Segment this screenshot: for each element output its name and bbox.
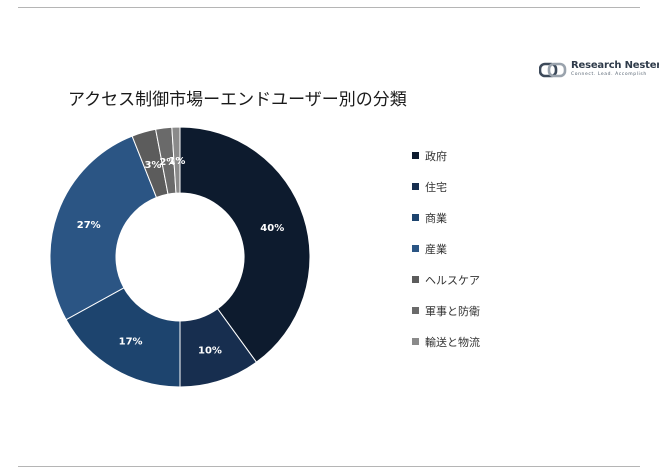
slice-label-5: 3% <box>144 160 161 171</box>
legend-swatch <box>412 245 419 252</box>
legend-label: 産業 <box>425 242 447 256</box>
legend-item-3: 商業 <box>412 202 480 233</box>
slice-label-6: 2% <box>159 157 176 168</box>
legend-swatch <box>412 307 419 314</box>
legend-swatch <box>412 338 419 345</box>
legend-label: 政府 <box>425 149 447 163</box>
chart-title: アクセス制御市場ーエンドユーザー別の分類 <box>68 90 407 110</box>
legend-item-5: ヘルスケア <box>412 264 480 295</box>
legend-label: ヘルスケア <box>425 273 480 287</box>
logo-brand-name: Research Nester <box>571 60 659 71</box>
slice-label-1: 40% <box>260 223 284 234</box>
slice-label-2: 10% <box>198 345 222 356</box>
legend-swatch <box>412 152 419 159</box>
legend-swatch <box>412 183 419 190</box>
legend-item-1: 政府 <box>412 140 480 171</box>
bottom-rule <box>18 466 640 467</box>
legend-swatch <box>412 214 419 221</box>
research-nester-logo: Research Nester Connect. Lead. Accomplis… <box>539 60 659 82</box>
top-rule <box>18 7 640 8</box>
legend-label: 商業 <box>425 211 447 225</box>
legend-swatch <box>412 276 419 283</box>
legend-item-6: 軍事と防衛 <box>412 295 480 326</box>
legend-item-7: 輸送と物流 <box>412 326 480 357</box>
legend-label: 軍事と防衛 <box>425 304 480 318</box>
logo-mark-icon <box>539 62 567 78</box>
chart-legend: 政府住宅商業産業ヘルスケア軍事と防衛輸送と物流 <box>412 140 480 357</box>
legend-label: 住宅 <box>425 180 447 194</box>
donut-slice-7 <box>171 126 181 194</box>
legend-item-2: 住宅 <box>412 171 480 202</box>
slice-label-4: 27% <box>77 220 101 231</box>
legend-label: 輸送と物流 <box>425 335 480 349</box>
donut-slice-1 <box>179 126 311 363</box>
legend-item-4: 産業 <box>412 233 480 264</box>
donut-slice-4 <box>49 135 158 321</box>
logo-tagline: Connect. Lead. Accomplish <box>571 72 647 77</box>
slice-label-3: 17% <box>119 336 143 347</box>
slice-label-7: 1% <box>168 156 185 167</box>
